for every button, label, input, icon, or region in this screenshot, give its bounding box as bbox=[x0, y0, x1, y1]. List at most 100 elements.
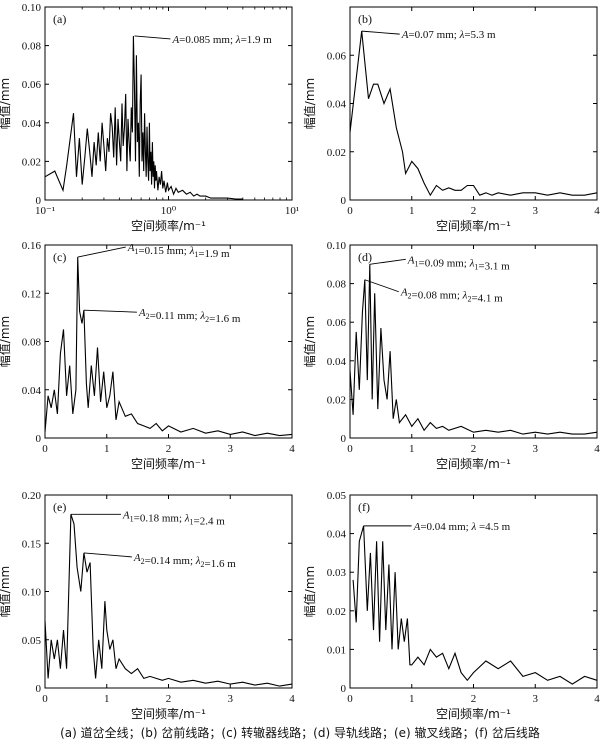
x-axis-label: 空间频率/m⁻¹ bbox=[131, 456, 206, 471]
annotation-leader bbox=[83, 552, 132, 558]
x-axis-label: 空间频率/m⁻¹ bbox=[436, 456, 511, 471]
y-tick-label: 0.16 bbox=[22, 240, 42, 252]
x-tick-label: 3 bbox=[533, 693, 539, 705]
annotation-leader bbox=[77, 246, 126, 258]
chart-panel-1: 0 0.02 0.04 0.06 0.08 0.10 10⁻¹ 10⁰ 10¹ (a) A=0.08… bbox=[0, 2, 299, 233]
y-tick-label: 0.10 bbox=[22, 587, 42, 599]
x-tick-label: 4 bbox=[289, 693, 295, 705]
x-tick-label: 0 bbox=[347, 443, 353, 455]
y-tick-label: 0.10 bbox=[22, 2, 42, 14]
annotation-leader bbox=[83, 309, 137, 313]
x-tick-label: 2 bbox=[471, 693, 477, 705]
y-axis-label: 幅值/mm bbox=[0, 316, 12, 367]
y-tick-label: 0.02 bbox=[22, 156, 41, 168]
y-tick-label: 0.08 bbox=[22, 337, 42, 349]
annotation-leader bbox=[361, 30, 400, 35]
x-tick-label: 3 bbox=[533, 443, 539, 455]
y-tick-label: 0 bbox=[341, 195, 347, 207]
data-line bbox=[44, 35, 243, 200]
x-tick-label: 10⁰ bbox=[161, 205, 177, 217]
y-tick-label: 0.04 bbox=[327, 356, 347, 368]
y-tick-label: 0.10 bbox=[327, 240, 347, 252]
y-axis-label: 幅值/mm bbox=[0, 566, 12, 617]
y-tick-label: 0.04 bbox=[22, 385, 42, 397]
x-tick-label: 2 bbox=[471, 205, 477, 217]
y-tick-label: 0.06 bbox=[327, 50, 347, 62]
x-axis-label: 空间频率/m⁻¹ bbox=[131, 218, 206, 233]
figure-caption: (a) 道岔全线；(b) 岔前线路；(c) 转辙器线路；(d) 导轨线路；(e)… bbox=[60, 726, 540, 740]
y-tick-label: 0 bbox=[36, 195, 42, 207]
x-axis-label: 空间频率/m⁻¹ bbox=[131, 706, 206, 721]
annotation-leader bbox=[364, 279, 399, 293]
annotation-label: A2=0.11 mm; λ2=1.6 m bbox=[138, 307, 241, 325]
data-line bbox=[352, 525, 598, 685]
y-tick-label: 0.02 bbox=[327, 147, 346, 159]
x-tick-label: 2 bbox=[166, 443, 172, 455]
annotation-label: A1=0.18 mm; λ1=2.4 m bbox=[122, 509, 225, 527]
x-tick-label: 0 bbox=[347, 205, 353, 217]
panel-label: (e) bbox=[53, 500, 66, 514]
y-tick-label: 0 bbox=[36, 433, 42, 445]
annotation-label: A=0.04 mm; λ =4.5 m bbox=[413, 521, 511, 533]
panel-label: (f) bbox=[358, 500, 370, 514]
y-tick-label: 0.02 bbox=[327, 606, 346, 618]
y-tick-label: 0.15 bbox=[22, 538, 42, 550]
y-tick-label: 0.01 bbox=[327, 644, 346, 656]
y-tick-label: 0.05 bbox=[327, 490, 347, 502]
annotation-label: A1=0.09 mm; λ1=3.1 m bbox=[407, 254, 510, 272]
x-tick-label: 1 bbox=[104, 693, 110, 705]
annotation-label: A=0.085 mm; λ=1.9 m bbox=[171, 34, 272, 46]
x-axis-label: 空间频率/m⁻¹ bbox=[436, 706, 511, 721]
x-tick-label: 3 bbox=[228, 443, 234, 455]
x-tick-label: 0 bbox=[347, 693, 353, 705]
data-line bbox=[44, 514, 293, 687]
y-axis-label: 幅值/mm bbox=[302, 316, 317, 367]
x-tick-label: 4 bbox=[594, 205, 600, 217]
plot-frame bbox=[44, 244, 293, 439]
annotation-label: A1=0.15 mm; λ1=1.9 m bbox=[127, 242, 230, 260]
x-tick-label: 3 bbox=[533, 205, 539, 217]
annotation-label: A=0.07 mm; λ=5.3 m bbox=[401, 29, 496, 41]
x-tick-label: 4 bbox=[594, 693, 600, 705]
y-axis-label: 幅值/mm bbox=[302, 78, 317, 129]
x-tick-label: 2 bbox=[471, 443, 477, 455]
y-tick-label: 0.03 bbox=[327, 567, 347, 579]
y-tick-label: 0.04 bbox=[327, 99, 347, 111]
y-tick-label: 0.06 bbox=[22, 79, 42, 91]
y-tick-label: 0.02 bbox=[327, 394, 346, 406]
x-tick-label: 10⁻¹ bbox=[35, 205, 55, 217]
x-tick-label: 0 bbox=[42, 693, 48, 705]
y-axis-label: 幅值/mm bbox=[0, 78, 12, 129]
figure-canvas: 0 0.02 0.04 0.06 0.08 0.10 10⁻¹ 10⁰ 10¹ (a) A=0.08… bbox=[0, 2, 600, 721]
y-axis-label: 幅值/mm bbox=[302, 566, 317, 617]
x-tick-label: 1 bbox=[104, 443, 110, 455]
chart-panel-6: 0 0.01 0.02 0.03 0.04 0.05 0 1 2 3 4 (f) A=0.04 mm; … bbox=[302, 490, 600, 721]
data-line bbox=[349, 264, 598, 435]
x-tick-label: 10¹ bbox=[285, 205, 299, 217]
x-tick-label: 3 bbox=[228, 693, 234, 705]
y-tick-label: 0 bbox=[36, 683, 42, 695]
annotation-leader bbox=[369, 258, 406, 265]
panel-label: (c) bbox=[53, 250, 66, 264]
x-axis-label: 空间频率/m⁻¹ bbox=[436, 218, 511, 233]
y-tick-label: 0 bbox=[341, 683, 347, 695]
chart-panel-2: 0 0.02 0.04 0.06 0 1 2 3 4 (b) A=0.07 mm; λ=5.3 m 空… bbox=[302, 6, 600, 233]
y-tick-label: 0.08 bbox=[327, 279, 347, 291]
x-tick-label: 0 bbox=[42, 443, 48, 455]
x-tick-label: 1 bbox=[409, 205, 415, 217]
y-tick-label: 0.04 bbox=[22, 118, 42, 130]
chart-panel-4: 0 0.02 0.04 0.06 0.08 0.10 0 1 2 3 4 (d) A1=0.09 mm;… bbox=[302, 240, 600, 471]
y-tick-label: 0.12 bbox=[22, 288, 41, 300]
x-tick-label: 2 bbox=[166, 693, 172, 705]
x-tick-label: 1 bbox=[409, 443, 415, 455]
y-tick-label: 0.04 bbox=[327, 529, 347, 541]
annotation-leader bbox=[134, 35, 171, 40]
y-tick-label: 0.06 bbox=[327, 317, 347, 329]
annotation-label: A2=0.14 mm; λ2=1.6 m bbox=[133, 552, 236, 570]
chart-panel-3: 0 0.04 0.08 0.12 0.16 0 1 2 3 4 (c) A1=0.15 mm; λ1=… bbox=[0, 240, 295, 471]
y-tick-label: 0.08 bbox=[22, 41, 42, 53]
x-tick-label: 1 bbox=[409, 693, 415, 705]
chart-panel-5: 0 0.05 0.10 0.15 0.20 0 1 2 3 4 (e) A1=0.18 mm; λ1=… bbox=[0, 490, 295, 721]
y-tick-label: 0.05 bbox=[22, 635, 42, 647]
